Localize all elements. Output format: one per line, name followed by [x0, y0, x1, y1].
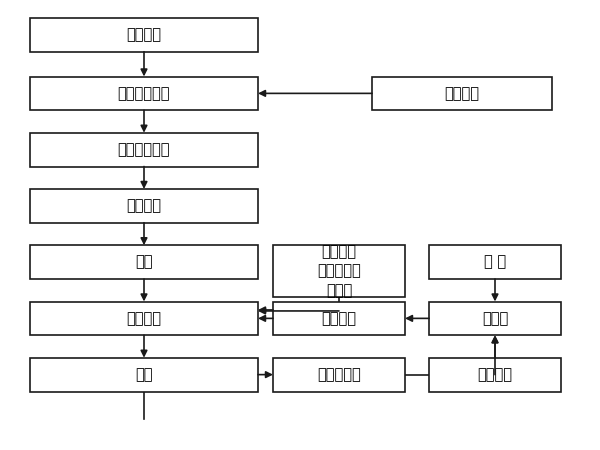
Bar: [30, 245, 258, 279]
Bar: [273, 245, 405, 297]
Text: 搭设作业平台: 搭设作业平台: [118, 142, 170, 157]
Text: 清孔: 清孔: [135, 367, 153, 382]
Bar: [30, 18, 258, 52]
Bar: [273, 302, 405, 335]
Text: 钻孔注浆
（也可干挖
成孔）: 钻孔注浆 （也可干挖 成孔）: [317, 244, 361, 298]
Bar: [372, 76, 552, 110]
Text: 泥浆备料: 泥浆备料: [478, 367, 512, 382]
Text: 埋设钻孔护筒: 埋设钻孔护筒: [118, 86, 170, 101]
Text: 供 水: 供 水: [484, 255, 506, 270]
Text: 制作护筒: 制作护筒: [445, 86, 479, 101]
Text: 桩机就位: 桩机就位: [127, 198, 161, 213]
Bar: [429, 245, 561, 279]
Bar: [429, 302, 561, 335]
Bar: [429, 358, 561, 392]
Text: 施工准备: 施工准备: [127, 27, 161, 42]
Bar: [30, 358, 258, 392]
Text: 泥浆沉淀: 泥浆沉淀: [322, 311, 356, 326]
Bar: [30, 133, 258, 166]
Text: 设置泥浆泵: 设置泥浆泵: [317, 367, 361, 382]
Bar: [30, 189, 258, 223]
Bar: [273, 358, 405, 392]
Text: 泥浆池: 泥浆池: [482, 311, 508, 326]
Bar: [30, 302, 258, 335]
Text: 成孔检测: 成孔检测: [127, 311, 161, 326]
Bar: [30, 76, 258, 110]
Text: 钻孔: 钻孔: [135, 255, 153, 270]
